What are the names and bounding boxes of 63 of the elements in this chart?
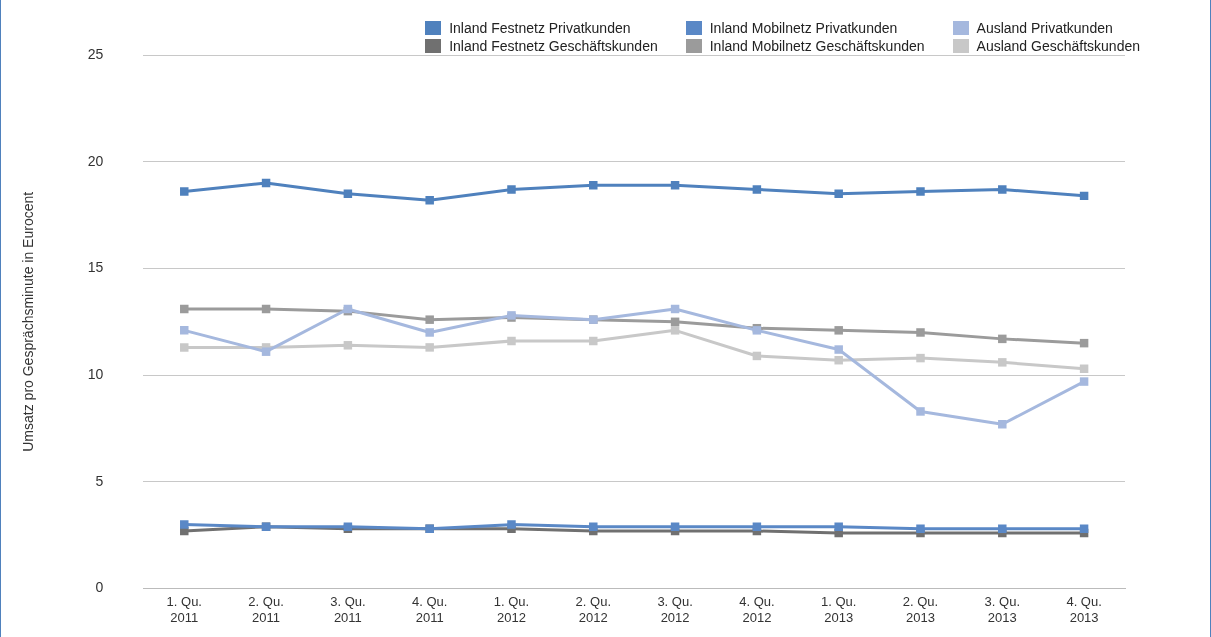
point: [998, 358, 1007, 367]
y-tick-label: 0: [95, 579, 104, 596]
point: [916, 353, 925, 363]
x-tick-label: 4. Qu. 2012: [739, 593, 775, 625]
point: [916, 407, 925, 416]
point: [834, 522, 843, 531]
legend-label: Ausland Privatkunden: [976, 20, 1113, 36]
y-tick-label: 5: [95, 472, 104, 489]
point: [507, 185, 516, 194]
point: [998, 524, 1007, 534]
point: [834, 326, 843, 335]
x-tick-label: 3. Qu. 2012: [657, 593, 693, 625]
x-tick-label: 3. Qu. 2013: [984, 593, 1021, 625]
y-tick-label: 20: [87, 152, 104, 169]
point: [916, 524, 925, 534]
point: [261, 347, 271, 356]
y-tick-label: 15: [87, 259, 104, 276]
point: [752, 522, 762, 531]
point: [752, 185, 762, 194]
legend-label: Inland Mobilnetz Privatkunden: [709, 20, 898, 36]
point: [425, 315, 434, 324]
legend-label: Inland Festnetz Privatkunden: [449, 20, 631, 36]
point: [180, 304, 189, 314]
legend-label: Inland Festnetz Geschäftskunden: [449, 38, 658, 54]
legend-label: Ausland Geschäftskunden: [976, 38, 1140, 54]
point: [589, 336, 598, 346]
x-tick-label: 3. Qu. 2011: [330, 593, 366, 625]
point: [180, 326, 189, 335]
point: [507, 520, 516, 529]
x-tick-label: 4. Qu. 2013: [1066, 593, 1102, 625]
point: [425, 343, 434, 352]
point: [343, 189, 353, 198]
point: [916, 187, 925, 196]
point: [670, 326, 680, 335]
x-tick-label: 1. Qu. 2013: [820, 593, 857, 625]
x-tick-label: 2. Qu. 2012: [575, 593, 611, 625]
point: [998, 420, 1007, 429]
x-tick-label: 1. Qu. 2011: [166, 593, 202, 625]
point: [180, 343, 189, 352]
x-tick-label: 2. Qu. 2011: [248, 593, 284, 625]
point: [1079, 377, 1089, 386]
y-axis-title: Umsatz pro Gesprächsminute in Eurocent: [20, 191, 37, 452]
point: [998, 334, 1007, 344]
point: [425, 328, 434, 337]
point: [834, 355, 843, 365]
point: [425, 195, 434, 205]
point: [998, 185, 1007, 194]
point: [180, 520, 189, 529]
point: [589, 180, 598, 190]
point: [916, 328, 925, 337]
legend-label: Inland Mobilnetz Geschäftskunden: [709, 38, 925, 54]
point: [507, 336, 516, 346]
y-tick-label: 25: [87, 45, 104, 62]
point: [589, 522, 598, 531]
point: [834, 189, 843, 198]
x-tick-label: 2. Qu. 2013: [902, 593, 939, 625]
point: [834, 345, 843, 354]
x-tick-label: 1. Qu. 2012: [493, 593, 530, 625]
point: [343, 341, 353, 350]
x-tick-label: 4. Qu. 2011: [411, 593, 448, 625]
point: [180, 187, 189, 196]
point: [670, 522, 680, 531]
y-tick-label: 10: [87, 366, 104, 383]
